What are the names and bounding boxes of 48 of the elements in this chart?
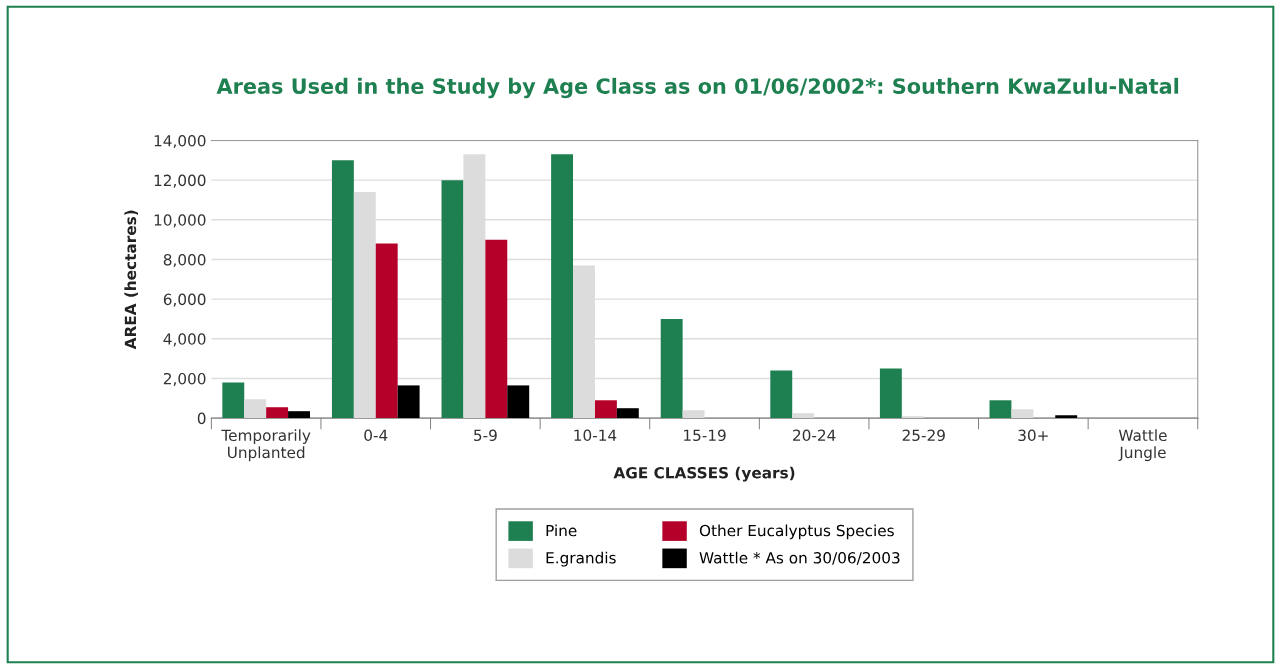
x-tick-label: Wattle Jungle: [1118, 429, 1167, 462]
bar: [507, 385, 530, 419]
bar: [616, 408, 639, 419]
bar: [682, 410, 705, 419]
legend-label: Wattle * As on 30/06/2003: [699, 551, 900, 565]
y-tick-label: 12,000: [154, 174, 206, 188]
x-tick-label: 15-19: [684, 429, 726, 442]
legend-label: Other Eucalyptus Species: [699, 524, 894, 540]
bar: [288, 411, 310, 419]
bar: [266, 407, 289, 419]
x-tick-label: 20-24: [793, 429, 836, 442]
y-tick-label: 14,000: [154, 134, 206, 149]
y-tick-label: 6,000: [163, 293, 206, 307]
legend-label: Pine: [546, 524, 577, 537]
x-tick-label: 25-29: [902, 429, 945, 442]
y-tick-label: 0: [197, 412, 206, 425]
bar: [485, 239, 508, 419]
bar: [244, 399, 267, 419]
bar: [353, 192, 376, 419]
bar: [222, 382, 245, 419]
y-axis-title: AREA (hectares): [124, 210, 138, 350]
x-tick-label: 5-9: [474, 429, 497, 442]
x-tick-label: Temporarily Unplanted: [221, 429, 311, 462]
bar: [989, 400, 1012, 419]
bar: [660, 318, 683, 419]
bar: [463, 154, 486, 419]
x-axis-title: AGE CLASSES (years): [613, 466, 795, 482]
bar: [792, 413, 815, 419]
bar: [331, 160, 354, 419]
x-tick-label: 10-14: [574, 429, 617, 442]
x-tick-label: 30+: [1018, 429, 1048, 442]
bar: [397, 385, 420, 419]
bar: [375, 243, 398, 419]
legend-label: E.grandis: [546, 551, 616, 567]
bar: [551, 154, 574, 419]
bar: [770, 370, 793, 419]
bar: [594, 400, 617, 419]
y-tick-label: 10,000: [154, 214, 206, 228]
x-tick-label: 0-4: [364, 429, 388, 442]
bar: [573, 265, 595, 419]
bar: [1011, 409, 1034, 419]
y-tick-label: 4,000: [163, 333, 206, 347]
bar: [879, 368, 902, 419]
y-tick-label: 2,000: [163, 372, 206, 387]
chart-title: Areas Used in the Study by Age Class as on 01/06/2002*: Southern KwaZulu-Natal: [216, 77, 1179, 99]
bar: [441, 180, 464, 419]
y-tick-label: 8,000: [163, 253, 206, 268]
bar: [1055, 415, 1078, 419]
